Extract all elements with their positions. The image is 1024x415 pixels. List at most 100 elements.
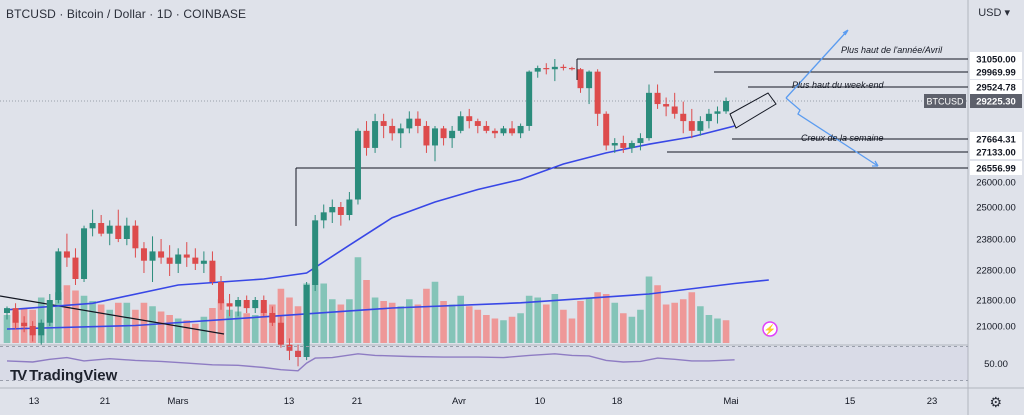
candle — [209, 260, 216, 282]
volume-bar — [688, 292, 696, 343]
candle — [432, 128, 438, 146]
volume-bar — [517, 313, 524, 343]
volume-bar — [525, 295, 533, 343]
candle — [200, 260, 207, 264]
candle — [509, 128, 516, 134]
candle — [312, 220, 319, 285]
volume-bar — [568, 318, 576, 343]
volume-bar — [594, 292, 601, 343]
volume-bar — [80, 295, 88, 343]
price-tick-label: 29524.78 — [976, 83, 1016, 94]
candle — [611, 143, 618, 146]
lightning-icon: ⚡ — [762, 321, 778, 337]
candle — [594, 71, 601, 114]
gear-icon[interactable]: ⚙ — [989, 394, 1002, 410]
tradingview-name: TradingView — [29, 367, 118, 384]
candle — [543, 68, 550, 70]
annotation-text: Creux de la semaine — [801, 133, 884, 143]
candle — [483, 125, 490, 131]
currency-selector[interactable]: USD ▾ — [978, 7, 1010, 19]
candle — [603, 113, 610, 146]
volume-bar — [457, 295, 464, 343]
candle — [235, 300, 242, 307]
candle — [560, 66, 567, 69]
last-price-bg — [970, 94, 1022, 108]
candle — [380, 121, 387, 126]
time-tick-label: 18 — [612, 396, 623, 407]
candle — [517, 125, 524, 134]
candle — [671, 106, 678, 114]
volume-bar — [534, 297, 542, 343]
rsi-axis-label: 50.00 — [984, 359, 1008, 370]
volume-bar — [620, 313, 627, 343]
volume-bar — [585, 297, 593, 343]
time-tick-label: 21 — [100, 396, 111, 407]
volume-bar — [714, 318, 721, 343]
price-tick-label: 22800.00 — [976, 266, 1016, 277]
volume-bar — [406, 299, 413, 343]
candle — [363, 130, 370, 148]
price-tick-label: 29969.99 — [976, 68, 1016, 79]
candle — [654, 92, 661, 105]
candle — [106, 225, 113, 234]
candle — [320, 212, 327, 221]
candle — [389, 125, 396, 134]
volume-bar — [132, 309, 139, 343]
candle — [637, 138, 644, 144]
volume-bar — [97, 304, 105, 343]
volume-bar — [294, 306, 302, 343]
candle — [526, 71, 533, 126]
volume-bar — [46, 309, 54, 343]
volume-bar — [243, 313, 250, 343]
time-tick-label: 13 — [29, 396, 40, 407]
volume-bar — [483, 315, 490, 343]
candle — [705, 113, 712, 122]
volume-bar — [209, 308, 216, 343]
annotation-text: Plus haut du week-end — [792, 80, 885, 90]
candle — [551, 66, 558, 70]
volume-bar — [440, 301, 447, 343]
volume-bar — [388, 302, 396, 343]
candle — [346, 199, 353, 215]
volume-bar — [397, 306, 405, 343]
time-tick-label: 21 — [352, 396, 363, 407]
candle — [218, 282, 224, 304]
volume-bar — [380, 301, 387, 343]
volume-bar — [192, 323, 199, 343]
volume-ma-line — [6, 279, 769, 330]
trend-line — [0, 295, 225, 335]
last-symbol-bg — [924, 94, 966, 108]
chart-title: BTCUSD · Bitcoin / Dollar · 1D · COINBAS… — [6, 7, 247, 21]
volume-bar — [542, 304, 550, 343]
candle — [115, 225, 122, 239]
volume-bar — [260, 309, 268, 343]
volume-bar — [140, 302, 148, 343]
volume-bar — [637, 309, 644, 343]
candle — [568, 68, 575, 70]
volume-bar — [414, 304, 422, 343]
time-tick-label: 23 — [927, 396, 938, 407]
volume-bar — [251, 315, 259, 343]
candle — [714, 111, 721, 114]
volume-bar — [671, 302, 678, 343]
candle — [697, 121, 704, 131]
candle — [269, 313, 276, 323]
candle — [38, 322, 45, 336]
candle — [295, 350, 302, 357]
candle — [252, 300, 259, 309]
candle — [372, 121, 379, 148]
candle — [466, 116, 473, 122]
price-label-bg — [970, 145, 1022, 159]
time-tick-label: 10 — [535, 396, 546, 407]
volume-bar — [654, 285, 661, 343]
volume-bar — [560, 309, 567, 343]
volume-bar — [679, 299, 687, 343]
candle — [534, 68, 541, 72]
candle — [303, 285, 310, 357]
volume-bar — [500, 320, 507, 343]
price-tick-label: 21000.00 — [976, 322, 1016, 333]
volume-bar — [55, 292, 62, 343]
candle — [457, 116, 464, 131]
volume-bar — [226, 309, 233, 343]
